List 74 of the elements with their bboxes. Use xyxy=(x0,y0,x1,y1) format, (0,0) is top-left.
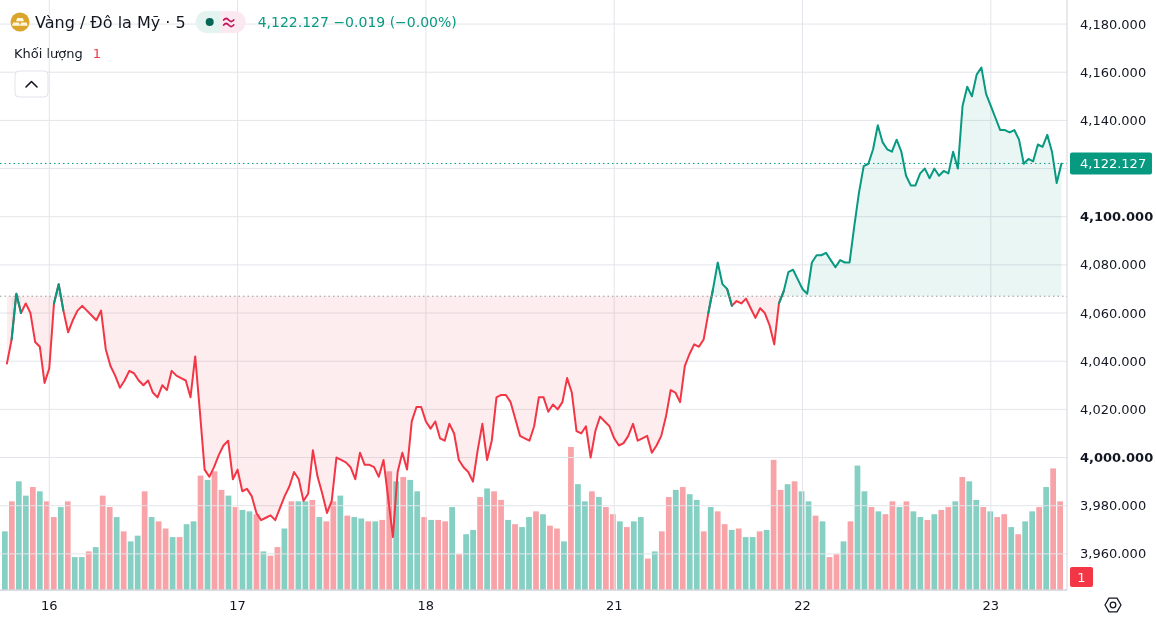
bar xyxy=(672,489,679,590)
bar xyxy=(344,515,351,590)
bar xyxy=(596,497,602,590)
bar xyxy=(449,507,455,590)
annotation: 1 xyxy=(92,45,102,61)
bar xyxy=(477,497,483,590)
y-tick-label: 4,060.000 xyxy=(1080,305,1147,321)
bar xyxy=(365,521,372,590)
bar xyxy=(561,541,567,590)
bar xyxy=(959,477,966,590)
bar xyxy=(616,521,623,590)
y-tick-label: 4,020.000 xyxy=(1080,401,1147,417)
bar xyxy=(57,507,64,590)
bar xyxy=(931,514,938,590)
y-tick-label: 3,980.000 xyxy=(1080,498,1147,514)
x-tick-label: 21 xyxy=(605,597,623,613)
bar xyxy=(428,519,435,590)
bar xyxy=(120,531,127,590)
bar xyxy=(540,514,546,590)
y-tick-label: 4,100.000 xyxy=(1080,209,1154,225)
bar xyxy=(651,551,658,590)
bar xyxy=(316,517,323,590)
bar xyxy=(309,499,316,590)
bar xyxy=(141,491,148,590)
x-tick-label: 17 xyxy=(229,597,246,613)
y-tick-label: 4,160.000 xyxy=(1080,64,1147,80)
bar xyxy=(700,531,707,590)
x-tick-label: 22 xyxy=(794,597,811,613)
x-tick-label: 16 xyxy=(40,597,58,613)
bar xyxy=(8,501,15,590)
bar xyxy=(456,554,462,590)
text: Vàng / Đô la Mỹ · 5 xyxy=(35,12,186,32)
bar xyxy=(1015,534,1022,590)
bar xyxy=(1043,487,1050,590)
bar xyxy=(85,551,92,590)
y-tick-label: 4,080.000 xyxy=(1080,257,1147,273)
bar xyxy=(505,519,511,590)
bar xyxy=(372,521,379,590)
bar xyxy=(29,487,36,590)
bar xyxy=(735,528,742,590)
bar xyxy=(533,511,539,590)
text: 1 xyxy=(1077,569,1086,585)
bar xyxy=(952,501,959,590)
bar xyxy=(512,524,518,590)
annotation: 4,122.127 −0.019 (−0.00%) xyxy=(257,14,457,30)
bar xyxy=(568,447,574,590)
bar xyxy=(679,487,686,590)
bar xyxy=(924,519,931,590)
y-tick-label: 3,960.000 xyxy=(1080,546,1147,562)
bar xyxy=(92,547,99,590)
bar xyxy=(623,527,630,590)
ref-line-label: 4,122.127 xyxy=(1080,155,1147,171)
bar xyxy=(64,501,71,590)
bar xyxy=(980,507,987,590)
y-tick-label: 4,180.000 xyxy=(1080,16,1147,32)
bar xyxy=(707,507,714,590)
bar xyxy=(50,517,57,590)
y-tick-label: 4,000.000 xyxy=(1080,450,1154,466)
y-tick-label: 4,140.000 xyxy=(1080,112,1147,128)
bar xyxy=(1008,527,1015,590)
bar xyxy=(644,558,651,590)
bar xyxy=(1036,507,1043,590)
bar xyxy=(2,531,8,590)
bar xyxy=(400,477,407,590)
bar xyxy=(589,491,595,590)
chart-title: Khối lượng xyxy=(14,45,83,61)
x-tick-label: 18 xyxy=(417,597,435,613)
y-tick-label: 4,040.000 xyxy=(1080,353,1147,369)
bar xyxy=(36,491,43,590)
bar xyxy=(113,517,120,590)
bar xyxy=(728,529,735,590)
bar xyxy=(484,488,490,590)
x-tick-label: 23 xyxy=(982,597,1000,613)
bar xyxy=(337,495,344,590)
